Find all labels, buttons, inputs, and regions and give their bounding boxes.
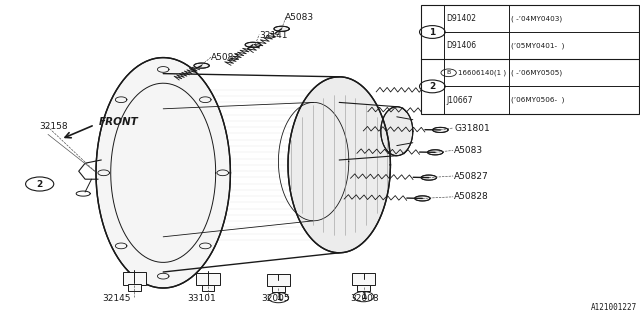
Text: G31801: G31801 bbox=[454, 124, 490, 132]
FancyBboxPatch shape bbox=[357, 285, 370, 291]
Text: ( -’06MY0505): ( -’06MY0505) bbox=[511, 69, 563, 76]
Text: FRONT: FRONT bbox=[99, 117, 139, 127]
Text: 2: 2 bbox=[36, 180, 43, 188]
Text: 2: 2 bbox=[429, 82, 435, 91]
Polygon shape bbox=[437, 108, 452, 113]
FancyBboxPatch shape bbox=[196, 273, 220, 285]
Text: (’06MY0506-  ): (’06MY0506- ) bbox=[511, 97, 564, 103]
Text: A121001227: A121001227 bbox=[591, 303, 637, 312]
Text: A50828: A50828 bbox=[454, 192, 489, 201]
Bar bbox=[421, 5, 639, 114]
Text: 32158: 32158 bbox=[40, 122, 68, 131]
Polygon shape bbox=[194, 63, 209, 68]
FancyBboxPatch shape bbox=[202, 285, 214, 291]
FancyBboxPatch shape bbox=[267, 274, 290, 286]
Polygon shape bbox=[288, 77, 390, 253]
Text: 32145: 32145 bbox=[102, 294, 131, 303]
Text: G31801: G31801 bbox=[454, 104, 490, 113]
Polygon shape bbox=[96, 58, 230, 288]
Text: ( -’04MY0403): ( -’04MY0403) bbox=[511, 15, 563, 22]
Polygon shape bbox=[433, 127, 448, 132]
Text: 16606140(1 ): 16606140(1 ) bbox=[458, 69, 506, 76]
Polygon shape bbox=[381, 107, 413, 156]
Text: D91406: D91406 bbox=[446, 41, 476, 50]
Text: 32008: 32008 bbox=[351, 294, 379, 303]
Text: 33101: 33101 bbox=[188, 294, 216, 303]
Text: J10667: J10667 bbox=[446, 95, 472, 105]
FancyBboxPatch shape bbox=[128, 284, 141, 291]
Text: 32141: 32141 bbox=[259, 31, 288, 40]
Polygon shape bbox=[421, 175, 436, 180]
Polygon shape bbox=[274, 26, 289, 31]
FancyBboxPatch shape bbox=[123, 272, 146, 285]
Text: A5083: A5083 bbox=[211, 53, 241, 62]
Text: A5083: A5083 bbox=[454, 146, 484, 155]
Text: 1: 1 bbox=[276, 293, 281, 302]
FancyBboxPatch shape bbox=[272, 286, 285, 292]
Text: (’05MY0401-  ): (’05MY0401- ) bbox=[511, 42, 564, 49]
FancyBboxPatch shape bbox=[352, 273, 375, 285]
Text: G7181: G7181 bbox=[454, 85, 484, 94]
Polygon shape bbox=[440, 88, 456, 93]
Text: D91402: D91402 bbox=[446, 14, 476, 23]
Text: A5083: A5083 bbox=[285, 13, 314, 22]
Text: 32005: 32005 bbox=[261, 294, 289, 303]
Text: B: B bbox=[447, 70, 451, 75]
Text: A50827: A50827 bbox=[454, 172, 489, 180]
Polygon shape bbox=[415, 196, 430, 201]
Text: 1: 1 bbox=[361, 292, 366, 301]
Polygon shape bbox=[245, 42, 260, 47]
Text: 1: 1 bbox=[429, 28, 435, 36]
Polygon shape bbox=[428, 150, 443, 155]
